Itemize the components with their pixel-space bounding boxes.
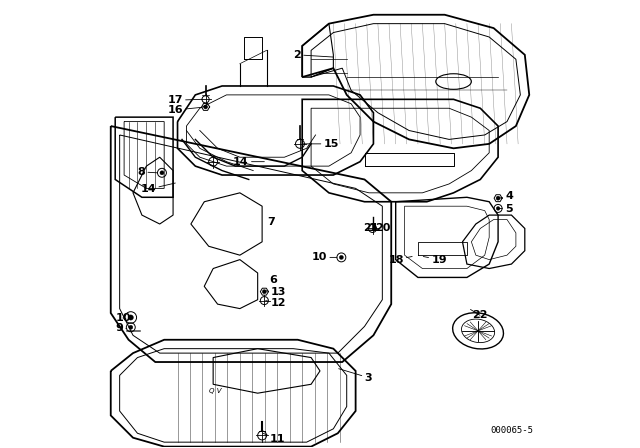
- Text: 14: 14: [233, 157, 264, 167]
- Text: 4: 4: [499, 191, 513, 202]
- Circle shape: [204, 105, 207, 109]
- Text: 000065-5: 000065-5: [491, 426, 534, 435]
- Text: 12: 12: [266, 298, 287, 308]
- Text: 5: 5: [499, 204, 513, 214]
- Text: 8: 8: [138, 167, 157, 177]
- Text: 13: 13: [266, 287, 287, 297]
- Text: 11: 11: [263, 433, 285, 444]
- Text: 3: 3: [339, 369, 372, 383]
- Text: 2: 2: [293, 50, 333, 60]
- Circle shape: [128, 315, 133, 320]
- Circle shape: [262, 290, 266, 294]
- Text: 20: 20: [375, 223, 390, 233]
- Text: 10: 10: [115, 313, 131, 323]
- Text: 1: 1: [369, 223, 377, 233]
- Text: 19: 19: [423, 254, 447, 265]
- Text: 21: 21: [363, 223, 378, 233]
- Circle shape: [496, 207, 500, 210]
- Text: 22: 22: [470, 310, 488, 320]
- Circle shape: [129, 325, 132, 329]
- Text: Q V: Q V: [209, 388, 221, 394]
- Text: 9: 9: [115, 323, 127, 333]
- Text: 15: 15: [303, 139, 339, 149]
- Text: 6: 6: [269, 275, 276, 284]
- Text: 10: 10: [312, 252, 337, 263]
- Text: 18: 18: [388, 254, 412, 265]
- Circle shape: [496, 196, 500, 200]
- Circle shape: [160, 171, 164, 175]
- Text: 7: 7: [268, 217, 275, 227]
- Text: 16: 16: [167, 105, 202, 115]
- Text: 17: 17: [168, 95, 202, 105]
- Text: 14: 14: [141, 183, 175, 194]
- Circle shape: [339, 255, 344, 259]
